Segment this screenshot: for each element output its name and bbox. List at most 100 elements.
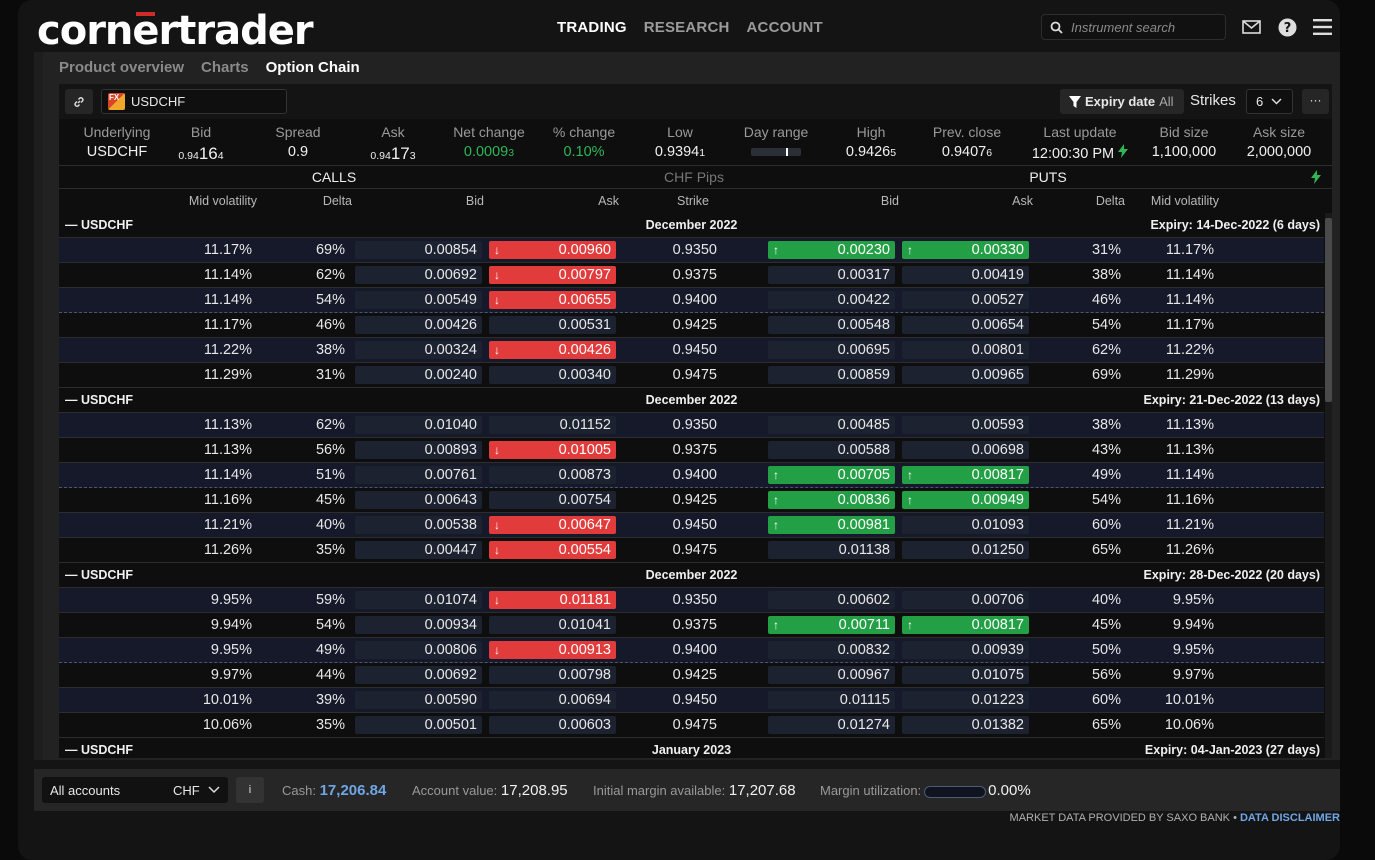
cornertrader-logo[interactable]: cornertrader <box>37 8 314 54</box>
expiry-group-header[interactable]: — USDCHF December 2022 Expiry: 14-Dec-2022… <box>59 213 1324 238</box>
col-call-volatility[interactable]: Mid volatility <box>188 194 257 208</box>
put-bid[interactable]: 0.00485 <box>768 416 895 434</box>
col-put-bid[interactable]: Bid <box>880 194 899 208</box>
put-bid[interactable]: 0.00832 <box>768 641 895 659</box>
tab-option-chain[interactable]: Option Chain <box>265 59 360 76</box>
help-icon[interactable]: ? <box>1278 18 1297 37</box>
more-options-button[interactable]: ··· <box>1302 89 1329 114</box>
put-bid[interactable]: 0.00422 <box>768 291 895 309</box>
call-ask[interactable]: ↓ 0.01005 <box>489 441 616 459</box>
call-bid[interactable]: 0.00806 <box>355 641 482 659</box>
mail-icon[interactable] <box>1242 20 1261 34</box>
call-bid[interactable]: 0.00692 <box>355 666 482 684</box>
put-bid[interactable]: 0.00588 <box>768 441 895 459</box>
tab-product-overview[interactable]: Product overview <box>59 59 185 76</box>
call-bid[interactable]: 0.00501 <box>355 716 482 734</box>
call-bid[interactable]: 0.00643 <box>355 491 482 509</box>
collapse-icon[interactable]: — <box>65 218 81 232</box>
call-ask[interactable]: 0.01041 <box>489 616 616 634</box>
put-ask[interactable]: 0.00939 <box>902 641 1029 659</box>
call-bid[interactable]: 0.00538 <box>355 516 482 534</box>
put-ask[interactable]: 0.01093 <box>902 516 1029 534</box>
call-bid[interactable]: 0.00761 <box>355 466 482 484</box>
expiry-group-header[interactable]: — USDCHF December 2022 Expiry: 21-Dec-2022… <box>59 388 1324 413</box>
link-button[interactable] <box>65 89 93 114</box>
call-bid[interactable]: 0.00893 <box>355 441 482 459</box>
call-ask[interactable]: 0.00873 <box>489 466 616 484</box>
call-ask[interactable]: ↓ 0.01181 <box>489 591 616 609</box>
put-bid[interactable]: ↑ 0.00836 <box>768 491 895 509</box>
put-ask[interactable]: 0.00965 <box>902 366 1029 384</box>
call-ask[interactable]: 0.00531 <box>489 316 616 334</box>
col-call-ask[interactable]: Ask <box>598 194 619 208</box>
instrument-field[interactable]: FX USDCHF <box>101 89 287 114</box>
put-ask[interactable]: ↑ 0.00330 <box>902 241 1029 259</box>
col-put-delta[interactable]: Delta <box>1095 194 1125 208</box>
scrollbar-thumb[interactable] <box>1325 218 1332 402</box>
put-ask[interactable]: 0.00801 <box>902 341 1029 359</box>
call-ask[interactable]: ↓ 0.00913 <box>489 641 616 659</box>
put-bid[interactable]: 0.01274 <box>768 716 895 734</box>
put-ask[interactable]: 0.01250 <box>902 541 1029 559</box>
call-bid[interactable]: 0.01074 <box>355 591 482 609</box>
put-ask[interactable]: 0.01382 <box>902 716 1029 734</box>
put-bid[interactable]: 0.00967 <box>768 666 895 684</box>
col-put-volatility[interactable]: Mid volatility <box>1150 194 1219 208</box>
call-ask[interactable]: 0.00340 <box>489 366 616 384</box>
put-bid[interactable]: 0.00317 <box>768 266 895 284</box>
call-ask[interactable]: 0.00798 <box>489 666 616 684</box>
call-ask[interactable]: 0.01152 <box>489 416 616 434</box>
call-ask[interactable]: ↓ 0.00554 <box>489 541 616 559</box>
search-input[interactable] <box>1071 19 1221 35</box>
call-ask[interactable]: 0.00694 <box>489 691 616 709</box>
put-bid[interactable]: ↑ 0.00705 <box>768 466 895 484</box>
account-select[interactable]: All accounts CHF <box>42 777 228 803</box>
put-bid[interactable]: 0.00859 <box>768 366 895 384</box>
put-bid[interactable]: 0.01115 <box>768 691 895 709</box>
hamburger-menu-icon[interactable] <box>1313 19 1332 35</box>
call-bid[interactable]: 0.01040 <box>355 416 482 434</box>
col-call-delta[interactable]: Delta <box>322 194 352 208</box>
nav-research[interactable]: RESEARCH <box>643 19 730 36</box>
call-ask[interactable]: ↓ 0.00426 <box>489 341 616 359</box>
put-ask[interactable]: 0.00698 <box>902 441 1029 459</box>
expiry-group-header[interactable]: — USDCHF December 2022 Expiry: 28-Dec-2022… <box>59 563 1324 588</box>
data-disclaimer-link[interactable]: DATA DISCLAIMER <box>1239 812 1340 824</box>
put-ask[interactable]: 0.01223 <box>902 691 1029 709</box>
instrument-search[interactable] <box>1041 14 1226 40</box>
put-bid[interactable]: 0.00602 <box>768 591 895 609</box>
call-bid[interactable]: 0.00590 <box>355 691 482 709</box>
nav-trading[interactable]: TRADING <box>557 19 627 36</box>
call-bid[interactable]: 0.00447 <box>355 541 482 559</box>
put-bid[interactable]: ↑ 0.00981 <box>768 516 895 534</box>
call-bid[interactable]: 0.00692 <box>355 266 482 284</box>
call-bid[interactable]: 0.00324 <box>355 341 482 359</box>
call-bid[interactable]: 0.00426 <box>355 316 482 334</box>
put-ask[interactable]: 0.00593 <box>902 416 1029 434</box>
col-put-ask[interactable]: Ask <box>1012 194 1033 208</box>
call-bid[interactable]: 0.00240 <box>355 366 482 384</box>
put-ask[interactable]: ↑ 0.00949 <box>902 491 1029 509</box>
expiry-group-header[interactable]: — USDCHF January 2023 Expiry: 04-Jan-2023 … <box>59 738 1324 758</box>
call-bid[interactable]: 0.00854 <box>355 241 482 259</box>
put-ask[interactable]: 0.00527 <box>902 291 1029 309</box>
put-bid[interactable]: ↑ 0.00711 <box>768 616 895 634</box>
put-bid[interactable]: ↑ 0.00230 <box>768 241 895 259</box>
put-bid[interactable]: 0.00548 <box>768 316 895 334</box>
put-ask[interactable]: ↑ 0.00817 <box>902 466 1029 484</box>
call-ask[interactable]: 0.00754 <box>489 491 616 509</box>
strikes-select[interactable]: 6 <box>1246 89 1293 114</box>
put-ask[interactable]: ↑ 0.00817 <box>902 616 1029 634</box>
put-ask[interactable]: 0.00654 <box>902 316 1029 334</box>
call-ask[interactable]: ↓ 0.00655 <box>489 291 616 309</box>
call-ask[interactable]: ↓ 0.00797 <box>489 266 616 284</box>
call-bid[interactable]: 0.00934 <box>355 616 482 634</box>
col-strike[interactable]: Strike <box>677 194 709 208</box>
collapse-icon[interactable]: — <box>65 568 81 582</box>
info-button[interactable]: i <box>236 777 264 803</box>
call-bid[interactable]: 0.00549 <box>355 291 482 309</box>
nav-account[interactable]: ACCOUNT <box>746 19 823 36</box>
col-call-bid[interactable]: Bid <box>465 194 484 208</box>
put-ask[interactable]: 0.01075 <box>902 666 1029 684</box>
call-ask[interactable]: ↓ 0.00960 <box>489 241 616 259</box>
